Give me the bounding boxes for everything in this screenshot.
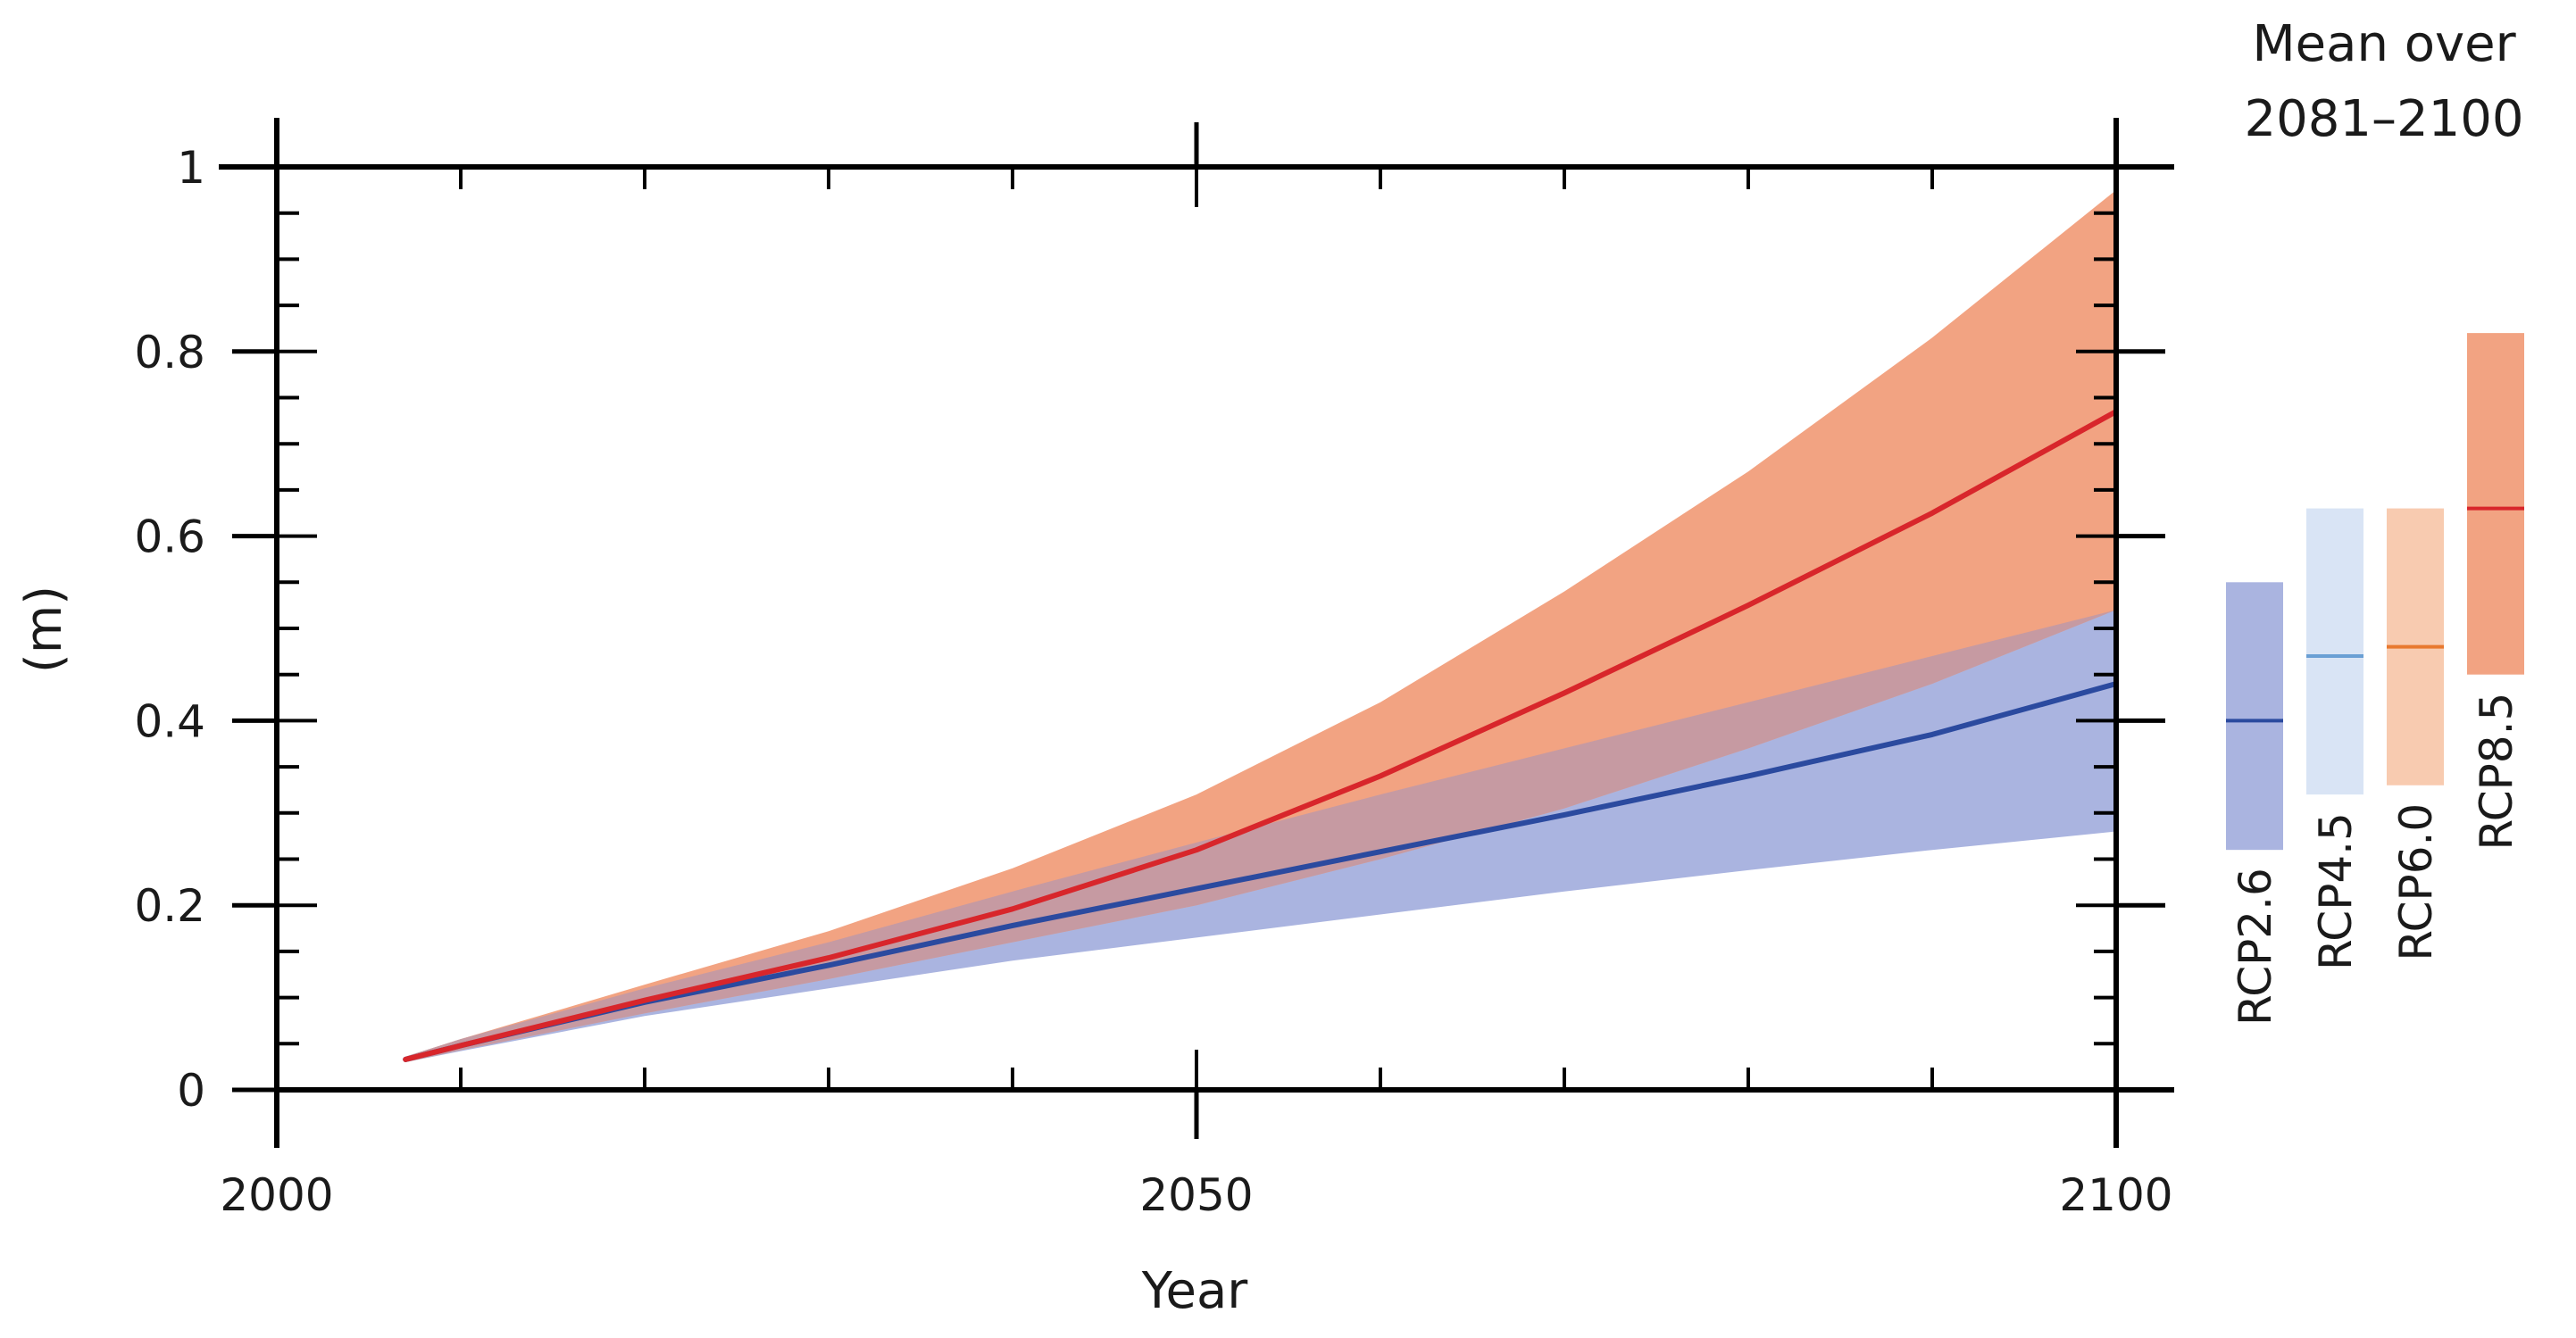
range-bar-rcp26: [2226, 582, 2283, 851]
scenario-label: RCP8.5: [2471, 693, 2522, 851]
y-tick-label: 0.4: [134, 695, 205, 747]
x-tick-label: 2050: [1139, 1169, 1253, 1221]
scenario-label: RCP6.0: [2390, 803, 2442, 961]
y-tick-label: 0.8: [134, 327, 205, 378]
band-series-2: [405, 189, 2117, 1062]
uncertainty-bands: [405, 189, 2117, 1062]
line-series-2: [403, 409, 2119, 1062]
axes: 2000 2050 2100 0 0.2 0.4 0.6 0.8 1: [134, 118, 2174, 1221]
side-panel: RCP2.6 RCP4.5 RCP6.0 RCP8.5: [2226, 333, 2524, 1026]
x-axis-label: Year: [1141, 1262, 1249, 1320]
y-tick-label: 1: [177, 142, 205, 194]
x-tick-label: 2100: [2059, 1169, 2172, 1221]
series-lines: [403, 409, 2119, 1062]
scenario-label: RCP2.6: [2230, 868, 2281, 1026]
x-tick-label: 2000: [220, 1169, 333, 1221]
side-panel-title-line1: Mean over: [2252, 15, 2516, 73]
range-bar-rcp45: [2306, 508, 2363, 795]
y-axis-label: (m): [15, 586, 73, 673]
side-panel-title-line2: 2081–2100: [2244, 90, 2523, 148]
y-tick-label: 0: [177, 1065, 205, 1117]
y-tick-label: 0.6: [134, 511, 205, 563]
y-tick-label: 0.2: [134, 880, 205, 932]
band-series-3: [405, 610, 2117, 1062]
range-bar-rcp85: [2467, 333, 2524, 675]
scenario-label: RCP4.5: [2310, 812, 2362, 970]
